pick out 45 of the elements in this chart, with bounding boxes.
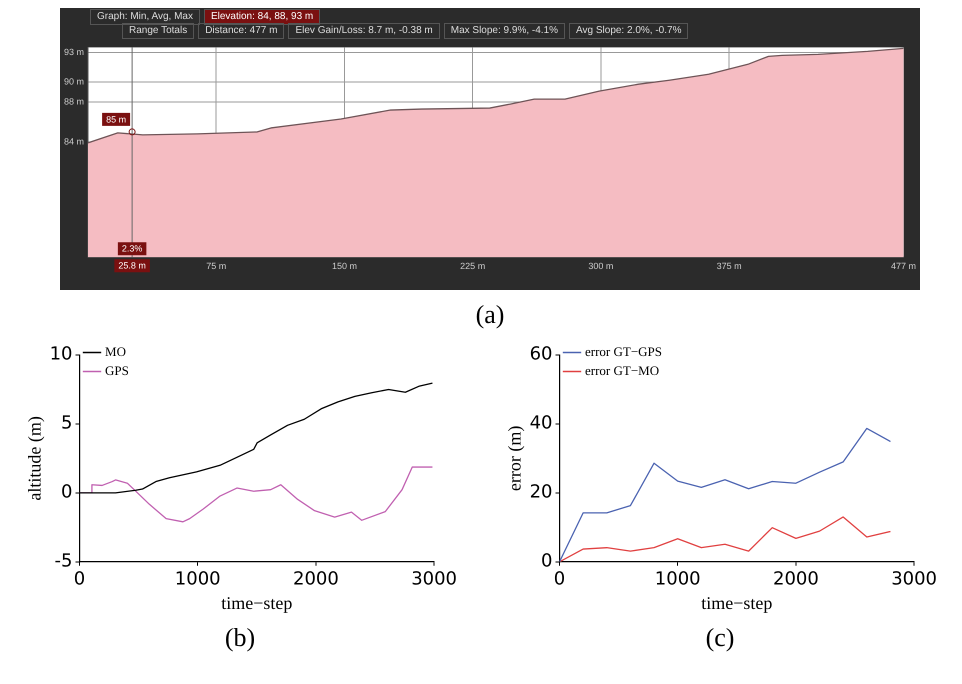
x-tick-label: 300 m [588,261,614,272]
text: Max Slope: 9.9%, -4.1% [444,23,566,39]
legend-label: MO [105,344,126,359]
y-tick-label: 0 [61,482,73,503]
x-tick-label: 375 m [716,261,742,272]
ref-line-label: 25.8 m [118,260,146,271]
y-tick-label: 0 [541,550,553,572]
y-tick-label: 40 [530,412,553,434]
text: (c) [704,623,736,653]
y-tick-label: 90 m [64,76,84,87]
y-tick-label: 84 m [64,136,84,146]
legend-label: GPS [105,362,129,378]
y-axis-title: error (m) [504,426,525,492]
y-tick-label: 5 [61,412,73,434]
y-tick-label: 93 m [64,46,84,57]
x-tick-label: 225 m [460,261,486,272]
text: Avg Slope: 2.0%, -0.7% [569,23,688,39]
annotation: 2.3% [122,244,142,254]
text: (b) [224,623,256,653]
y-axis-title: altitude (m) [24,416,45,501]
text: Range Totals [122,23,194,39]
x-tick-label: 3000 [891,568,937,590]
legend-label: error GT−MO [585,362,660,378]
text: (a) [474,300,506,330]
text: Elevation: 84, 88, 93 m [204,9,320,25]
legend-label: error GT−GPS [585,344,662,359]
x-tick-label: 2000 [772,568,819,590]
y-tick-label: 20 [530,482,553,503]
x-axis-title: time−step [701,592,772,613]
text: Graph: Min, Avg, Max [90,9,200,25]
x-tick-label: 2000 [292,568,339,590]
x-tick-label: 1000 [654,568,701,590]
y-tick-label: 60 [530,344,553,365]
y-tick-label: 10 [50,344,73,365]
y-tick-label: 88 m [64,96,84,107]
y-tick-label: -5 [54,550,73,572]
x-axis-title: time−step [221,592,292,613]
x-tick-label: 3000 [411,568,457,590]
x-tick-label: 75 m [206,261,226,272]
x-tick-label: 477 m [890,261,916,272]
x-tick-label: 1000 [174,568,221,590]
annotation: 85 m [106,114,126,124]
text: Distance: 477 m [198,23,284,39]
x-tick-label: 150 m [332,261,357,272]
text: Elev Gain/Loss: 8.7 m, -0.38 m [288,23,440,39]
